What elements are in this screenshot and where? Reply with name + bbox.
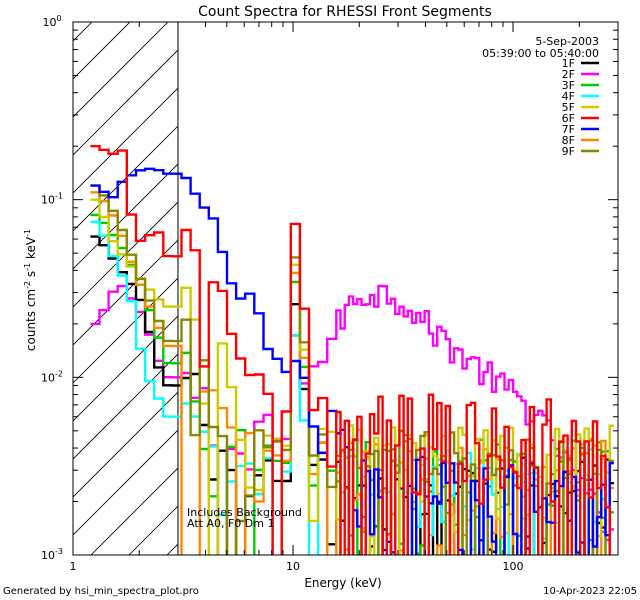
legend-label-2f: 2F	[562, 68, 575, 81]
footer-timestamp: 10-Apr-2023 22:05	[543, 586, 637, 597]
x-tick-label: 100	[503, 560, 524, 573]
legend-label-1f: 1F	[562, 57, 575, 70]
chart-title: Count Spectra for RHESSI Front Segments	[198, 4, 492, 20]
y-tick-labels: 10-3 10-2 10-1 100	[41, 14, 63, 562]
hatch-line	[73, 239, 178, 346]
hatch-line	[73, 201, 178, 308]
legend-label-4f: 4F	[562, 90, 575, 103]
date-label: 5-Sep-2003	[535, 35, 599, 48]
footer-generated: Generated by hsi_min_spectra_plot.pro	[3, 586, 199, 597]
series-line-6f	[90, 145, 611, 555]
y-tick-label: 10-3	[41, 547, 63, 562]
x-tick-label: 10	[286, 560, 300, 573]
legend-label-7f: 7F	[562, 123, 575, 136]
legend-label-6f: 6F	[562, 112, 575, 125]
hatch-line	[73, 22, 169, 118]
hatch-line	[73, 49, 178, 156]
series-line-7f	[90, 167, 614, 555]
legend-label-5f: 5F	[562, 101, 575, 114]
legend-label-8f: 8F	[562, 134, 575, 147]
time-range-label: 05:39:00 to 05:40:00	[482, 47, 599, 60]
y-tick-label: 10-1	[41, 192, 63, 207]
axis-ticks	[72, 21, 619, 556]
series-layer	[90, 22, 614, 555]
x-axis-label: Energy (keV)	[304, 576, 381, 590]
hatch-line	[73, 429, 178, 536]
hatch-line	[616, 0, 640, 600]
hatch-line	[73, 22, 93, 42]
legend-label-9f: 9F	[562, 145, 575, 158]
annotation-background: Includes Background	[187, 506, 302, 519]
annotation-attenuator: Att A0, F0 Dm 1	[187, 517, 274, 530]
y-tick-label: 100	[42, 14, 61, 29]
plot-frame	[72, 21, 619, 556]
legend-label-3f: 3F	[562, 79, 575, 92]
y-tick-label: 10-2	[41, 369, 63, 384]
hatch-line	[0, 0, 76, 600]
hatch-line	[73, 87, 178, 194]
y-axis-label: counts cm-2 s-1 keV-1	[23, 229, 38, 351]
x-tick-labels: 1 10 100	[70, 560, 524, 573]
hatch-line	[90, 467, 178, 555]
x-tick-label: 1	[70, 560, 77, 573]
